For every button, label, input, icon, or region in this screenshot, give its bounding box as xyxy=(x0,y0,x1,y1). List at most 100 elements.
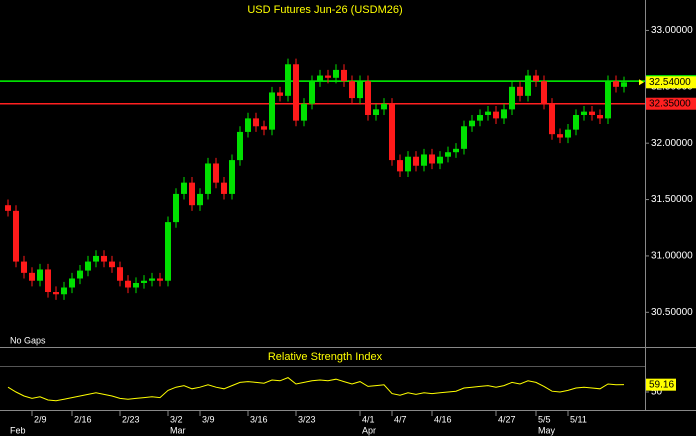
candle-body xyxy=(141,280,147,283)
candle-body xyxy=(205,163,211,194)
candle-body xyxy=(181,182,187,194)
candle-body xyxy=(253,118,259,127)
candle-body xyxy=(405,156,411,172)
candle-body xyxy=(525,75,531,96)
candle-body xyxy=(45,269,51,293)
candle-body xyxy=(77,270,83,279)
candle-body xyxy=(261,126,267,130)
candle-body xyxy=(597,115,603,119)
candle-body xyxy=(221,182,227,194)
candle-body xyxy=(213,163,219,183)
rsi-tag xyxy=(646,378,676,391)
note: No Gaps xyxy=(10,335,46,345)
price-tag-label: 32.35000 xyxy=(649,98,691,109)
y-tick-label: 33.00000 xyxy=(651,25,693,36)
candle-body xyxy=(349,81,355,99)
candle-body xyxy=(445,152,451,157)
candle-body xyxy=(365,81,371,115)
candle-body xyxy=(293,64,299,121)
candle-body xyxy=(237,131,243,161)
candle-body xyxy=(429,154,435,164)
rsi-title: Relative Strength Index xyxy=(268,351,383,363)
candle-body xyxy=(333,69,339,78)
candle-body xyxy=(461,126,467,149)
x-tick-label: 4/1 xyxy=(362,414,375,424)
x-tick-label: 3/23 xyxy=(298,414,316,424)
candle-body xyxy=(109,261,115,268)
rsi-tag-label: 59.16 xyxy=(649,379,674,390)
candle-body xyxy=(413,156,419,166)
candle-body xyxy=(5,205,11,211)
x-tick-label: 4/7 xyxy=(394,414,407,424)
candle-body xyxy=(189,182,195,206)
candle-body xyxy=(381,103,387,110)
candle-body xyxy=(317,75,323,82)
month-label: Feb xyxy=(10,425,26,435)
candle-body xyxy=(277,92,283,96)
y-tick-label: 32.00000 xyxy=(651,138,693,149)
month-label: May xyxy=(538,425,556,435)
rsi-line xyxy=(7,377,625,402)
candle-body xyxy=(69,278,75,288)
candle-body xyxy=(453,148,459,153)
candle-body xyxy=(541,81,547,104)
candle-body xyxy=(149,278,155,281)
candle-body xyxy=(589,111,595,115)
candle-body xyxy=(565,129,571,138)
price-tag xyxy=(646,76,696,89)
candle-body xyxy=(341,69,347,82)
candle-body xyxy=(613,81,619,87)
candle-body xyxy=(285,64,291,96)
candle-body xyxy=(165,222,171,281)
candle-body xyxy=(485,111,491,115)
rsi-tick-label: 50 xyxy=(651,387,663,398)
x-tick-label: 5/5 xyxy=(538,414,551,424)
x-tick-label: 2/16 xyxy=(74,414,92,424)
candle-body xyxy=(29,272,35,281)
candle-body xyxy=(93,255,99,262)
candle-body xyxy=(477,115,483,121)
candle-body xyxy=(397,160,403,172)
candle-body xyxy=(117,267,123,281)
candle-body xyxy=(421,154,427,166)
x-tick-label: 3/2 xyxy=(170,414,183,424)
candle-body xyxy=(325,75,331,78)
candle-body xyxy=(125,280,131,288)
y-tick-label: 30.50000 xyxy=(651,307,693,318)
candle-body xyxy=(245,118,251,132)
y-tick-label: 31.50000 xyxy=(651,194,693,205)
candle-body xyxy=(517,86,523,96)
candle-body xyxy=(133,282,139,288)
candle-body xyxy=(21,261,27,273)
candle-body xyxy=(269,92,275,130)
x-tick-label: 2/9 xyxy=(34,414,47,424)
candle-body xyxy=(53,292,59,295)
candle-body xyxy=(61,287,67,295)
candle-body xyxy=(557,134,563,138)
x-tick-label: 4/16 xyxy=(434,414,452,424)
candle-body xyxy=(37,269,43,281)
x-tick-label: 4/27 xyxy=(498,414,516,424)
candle-body xyxy=(301,103,307,121)
candle-body xyxy=(437,156,443,164)
candle-body xyxy=(469,120,475,127)
candle-body xyxy=(389,103,395,161)
y-tick-label: 31.00000 xyxy=(651,251,693,262)
candle-body xyxy=(501,109,507,119)
month-label: Apr xyxy=(362,425,376,435)
candle-body xyxy=(533,75,539,82)
price-tag xyxy=(646,97,696,110)
candle-body xyxy=(197,193,203,206)
candle-body xyxy=(13,210,19,262)
candle-body xyxy=(101,255,107,262)
last-marker xyxy=(639,79,644,86)
candle-body xyxy=(493,111,499,119)
candle-body xyxy=(85,261,91,271)
candle-body xyxy=(173,193,179,223)
month-label: Mar xyxy=(170,425,186,435)
candle-body xyxy=(605,81,611,119)
candle-body xyxy=(509,86,515,110)
candle-body xyxy=(549,103,555,135)
